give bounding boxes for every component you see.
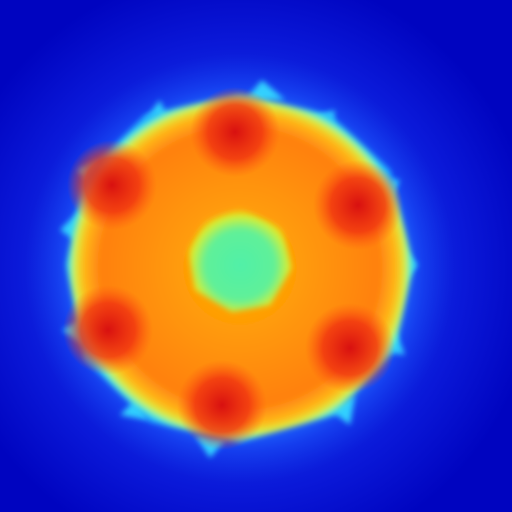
- center-core: [188, 208, 292, 312]
- hot-spots: [63, 87, 403, 450]
